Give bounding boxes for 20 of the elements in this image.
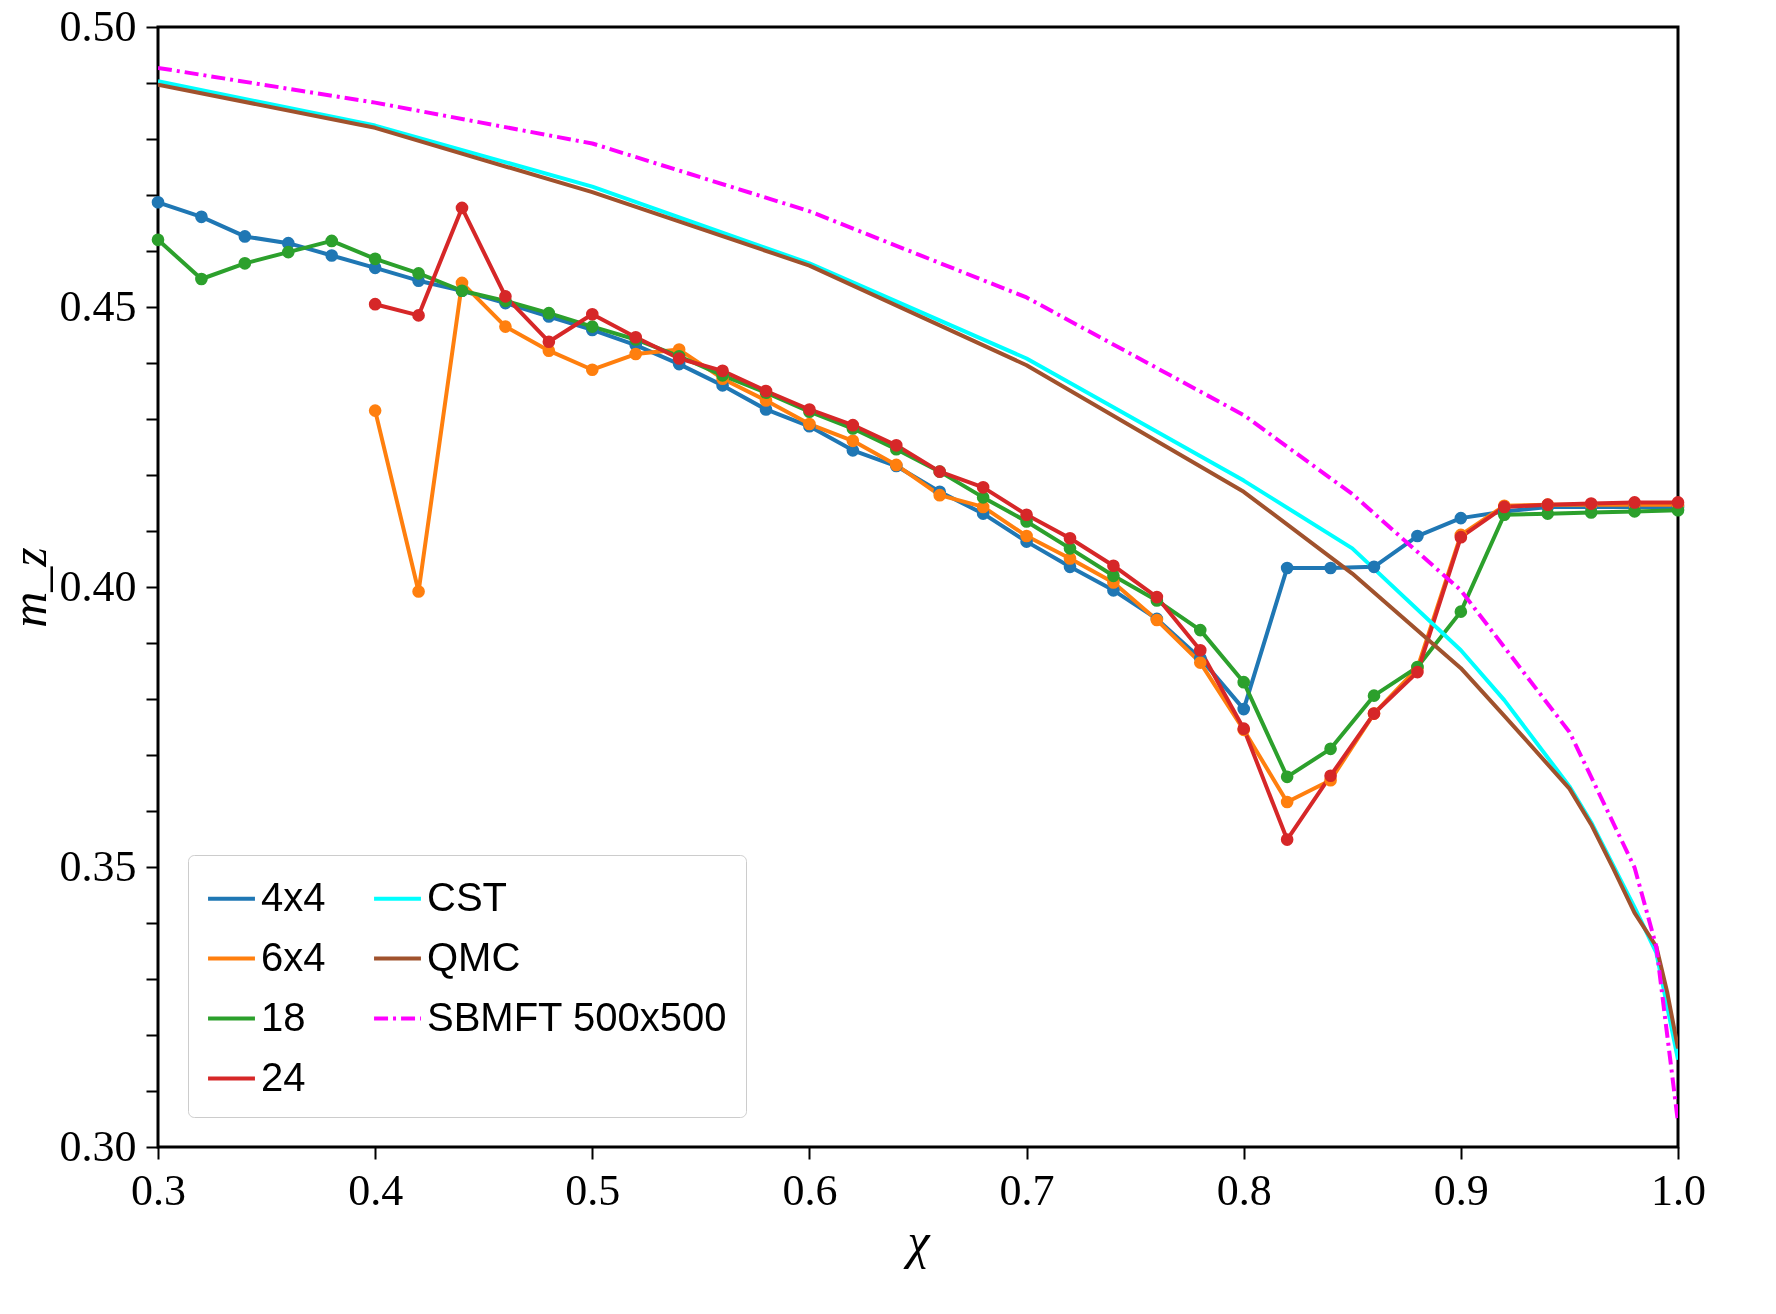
x-tick-label: 0.6 [782, 1165, 838, 1215]
y-axis-title: m_z [0, 547, 57, 628]
y-tick-label: 0.50 [59, 1, 137, 51]
x-axis-title: χ [903, 1212, 932, 1269]
x-tick-label: 0.9 [1433, 1165, 1489, 1215]
y-tick-label: 0.40 [59, 561, 137, 611]
x-tick-label: 0.8 [1216, 1165, 1272, 1215]
legend-label: 24 [261, 1054, 306, 1099]
x-tick-label: 0.5 [565, 1165, 621, 1215]
legend-label: SBMFT 500x500 [427, 994, 727, 1039]
x-tick-label: 0.4 [348, 1165, 404, 1215]
x-tick-label: 0.7 [999, 1165, 1055, 1215]
y-tick-label: 0.35 [59, 841, 137, 891]
x-tick-label: 1.0 [1651, 1165, 1706, 1215]
legend-label: QMC [427, 934, 521, 979]
legend-label: CST [427, 874, 507, 919]
legend-label: 4x4 [261, 874, 326, 919]
y-tick-label: 0.45 [59, 281, 137, 331]
legend-label: 6x4 [261, 934, 326, 979]
legend-label: 18 [261, 994, 306, 1039]
